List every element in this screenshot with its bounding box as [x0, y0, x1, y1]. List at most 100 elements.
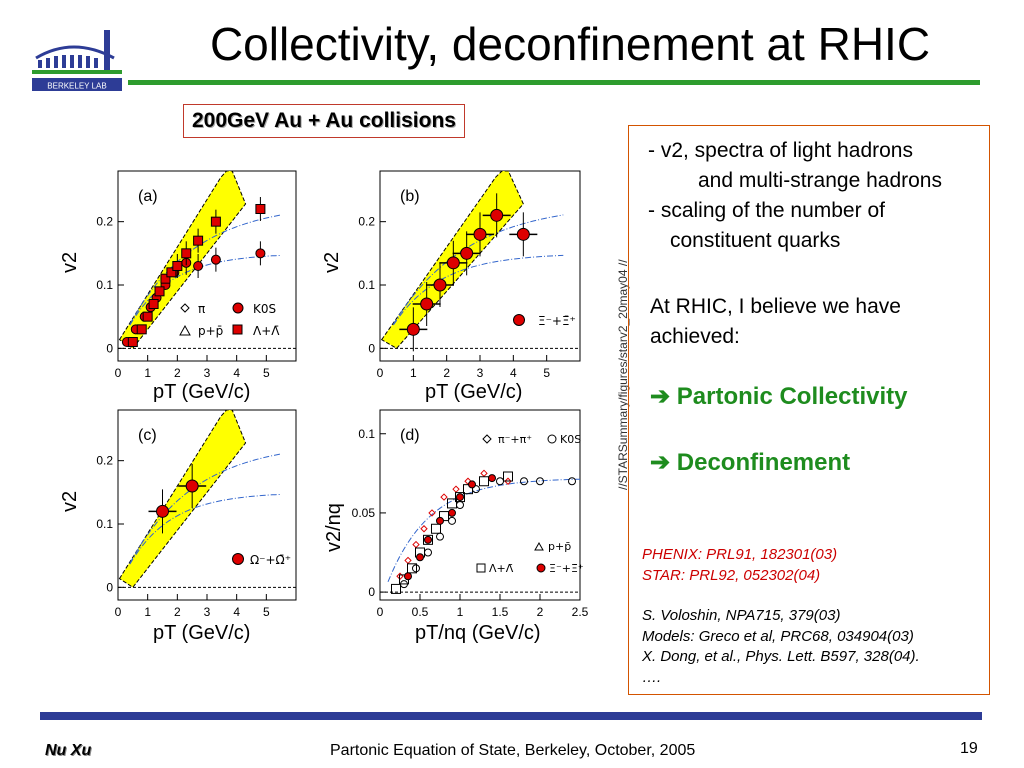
point-partonic-collectivity: ➔ Partonic Collectivity	[650, 382, 908, 411]
panel-c-xlabel: pT (GeV/c)	[153, 622, 250, 644]
data-point	[431, 523, 441, 534]
data-point	[436, 516, 444, 525]
x-tick-label: 2	[443, 366, 450, 380]
bullet-2-line-2: constituent quarks	[670, 229, 841, 252]
legend-d-xi: Ξ⁻+Ξ̄⁺	[549, 562, 584, 575]
legend-a: π K0S p+p̄ Λ+Λ̄	[179, 302, 280, 338]
data-point	[404, 556, 412, 565]
legend-d: π⁻+π⁺ K0S p+p̄ Λ+Λ̄ Ξ⁻+Ξ̄⁺	[476, 433, 584, 575]
chart-c: (c) v2 pT (GeV/c) Ω⁻+Ω̄⁺ 0 1 2 3 4 5 0 0.1 0.2	[59, 409, 297, 644]
panel-b-xlabel: pT (GeV/c)	[425, 381, 522, 403]
fit-curve-baryon	[129, 214, 282, 325]
ref-models: Models: Greco et al, PRC68, 034904(03)	[642, 627, 914, 645]
x-tick-label: 0	[377, 366, 384, 380]
data-point	[520, 477, 528, 486]
title-underline	[128, 80, 980, 85]
data-point	[420, 297, 434, 311]
data-point	[446, 256, 460, 270]
y-tick-label: 0.1	[358, 427, 375, 441]
data-point	[407, 563, 417, 574]
legend-a-k0s: K0S	[253, 302, 276, 316]
chart-b: (b) v2 pT (GeV/c) Ξ⁻+Ξ̄⁺ 0 1 2 3 4 5 0 0.1 0.2	[321, 170, 581, 403]
footer-rule	[40, 712, 982, 720]
data-point	[428, 509, 436, 517]
panel-d-xlabel: pT/nq (GeV/c)	[415, 622, 541, 644]
x-tick-label: 4	[233, 605, 240, 619]
data-point	[503, 471, 513, 482]
bullet-2-line-1: - scaling of the number of	[648, 199, 885, 222]
fit-curve-meson	[129, 254, 282, 326]
data-point	[156, 504, 169, 518]
ref-voloshin: S. Voloshin, NPA715, 379(03)	[642, 607, 841, 624]
data-point	[488, 474, 496, 483]
panel-d-ylabel: v2/nq	[323, 503, 345, 552]
x-tick-label: 2	[537, 605, 544, 619]
data-point	[452, 485, 460, 493]
data-point	[424, 548, 432, 557]
data-point	[148, 299, 159, 309]
x-tick-label: 0	[377, 605, 384, 619]
y-tick-label: 0.2	[96, 215, 113, 229]
data-point	[404, 572, 412, 581]
x-tick-label: 0	[115, 366, 122, 380]
x-tick-label: 3	[204, 366, 211, 380]
data-point	[166, 267, 177, 278]
y-tick-label: 0	[106, 341, 113, 355]
point-2-text: Deconfinement	[676, 449, 851, 476]
x-tick-label: 1	[144, 605, 151, 619]
data-point	[181, 248, 192, 259]
panel-c-label: (c)	[138, 427, 157, 444]
y-tick-label: 0	[368, 585, 375, 599]
x-tick-label: 4	[510, 366, 517, 380]
data-point	[440, 493, 448, 501]
x-tick-label: 1	[144, 366, 151, 380]
data-point	[160, 273, 171, 284]
footer-text: Partonic Equation of State, Berkeley, Oc…	[330, 742, 696, 759]
y-tick-label: 0	[106, 580, 113, 594]
y-tick-label: 0.2	[358, 215, 375, 229]
logo-text: BERKELEY LAB	[47, 82, 106, 91]
rhic-note: At RHIC, I believe we have achieved:	[650, 295, 901, 348]
data-point	[210, 254, 221, 265]
data-point	[473, 227, 487, 241]
bullet-1-line-2: and multi-strange hadrons	[698, 169, 942, 192]
data-point	[391, 583, 401, 594]
data-point	[463, 484, 473, 495]
legend-a-lambda: Λ+Λ̄	[253, 324, 280, 338]
data-point	[406, 322, 420, 336]
x-tick-label: 0.5	[412, 605, 429, 619]
x-tick-label: 0	[115, 605, 122, 619]
ref-phenix: PHENIX: PRL91, 182301(03)	[642, 546, 838, 563]
panel-a-xlabel: pT (GeV/c)	[153, 381, 250, 403]
data-point	[448, 516, 456, 525]
slide-title: Collectivity, deconfinement at RHIC	[209, 18, 931, 70]
y-tick-label: 0	[368, 341, 375, 355]
data-point	[436, 532, 444, 541]
chart-a: (a) v2 pT (GeV/c) π K0S p+p̄ Λ+Λ̄ 0 1 2 3 4 5…	[59, 170, 297, 403]
data-point	[490, 208, 504, 222]
reference-list: PHENIX: PRL91, 182301(03) STAR: PRL92, 0…	[642, 545, 982, 688]
data-point	[456, 501, 464, 509]
panel-d: (d) v2/nq pT/nq (GeV/c) π⁻+π⁺ K0S p+p̄ Λ…	[320, 402, 588, 647]
data-point	[479, 476, 489, 487]
legend-d-lambda: Λ+Λ̄	[489, 562, 514, 575]
point-1-text: Partonic Collectivity	[676, 383, 908, 410]
data-point	[456, 493, 464, 502]
data-point	[420, 525, 428, 533]
y-tick-label: 0.2	[96, 454, 113, 468]
data-point	[210, 216, 221, 227]
legend-d-k0s: K0S	[560, 433, 581, 446]
x-tick-label: 3	[204, 605, 211, 619]
legend-d-pi: π⁻+π⁺	[498, 433, 532, 446]
bullet-1-line-1: - v2, spectra of light hadrons	[648, 139, 913, 162]
panel-b-ylabel: v2	[321, 252, 343, 273]
data-point	[568, 477, 576, 486]
x-tick-label: 2	[174, 366, 181, 380]
data-point	[172, 261, 183, 271]
ref-dong: X. Dong, et al., Phys. Lett. B597, 328(0…	[642, 648, 920, 665]
data-point	[412, 540, 420, 549]
data-point	[154, 286, 165, 297]
panel-a-label: (a)	[138, 188, 158, 205]
x-tick-label: 5	[543, 366, 550, 380]
data-point	[455, 492, 465, 503]
